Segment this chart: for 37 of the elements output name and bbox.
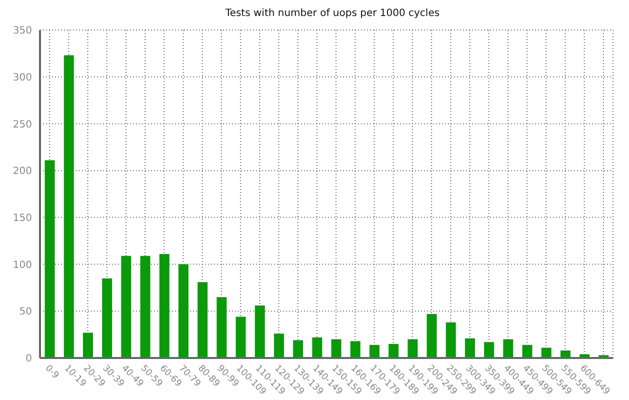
- bar: [541, 348, 552, 358]
- bar: [293, 340, 304, 358]
- y-tick-label: 200: [12, 166, 32, 178]
- chart-title: Tests with number of uops per 1000 cycles: [224, 8, 441, 21]
- y-tick-label: 0: [26, 354, 32, 365]
- bar: [82, 332, 93, 358]
- bar: [446, 322, 456, 358]
- y-tick-label: 300: [12, 72, 32, 84]
- y-tick-label: 350: [12, 26, 32, 37]
- bar: [159, 254, 170, 358]
- y-tick-label: 100: [12, 260, 32, 271]
- y-tick-label: 250: [12, 119, 32, 130]
- y-tick-label: 50: [19, 306, 32, 318]
- y-tick-label: 150: [12, 212, 32, 224]
- bar: [350, 341, 360, 358]
- bar: [140, 256, 150, 358]
- bar: [312, 337, 322, 358]
- bar: [408, 339, 418, 358]
- bar: [331, 339, 342, 358]
- bar: [484, 342, 494, 358]
- bar: [216, 297, 227, 358]
- bar: [274, 334, 284, 358]
- bar: [178, 264, 188, 358]
- bar: [44, 160, 55, 358]
- bar: [64, 55, 74, 358]
- bar: [388, 344, 399, 358]
- x-tick-label: 0-9: [42, 364, 61, 382]
- bar: [236, 316, 246, 358]
- bar: [426, 314, 437, 358]
- bar: [198, 282, 208, 358]
- bar: [254, 306, 265, 358]
- bar: [503, 339, 514, 358]
- bar: [121, 256, 132, 358]
- bar: [369, 344, 380, 358]
- bar: [102, 278, 112, 358]
- bar: [464, 338, 475, 358]
- bar: [522, 344, 532, 358]
